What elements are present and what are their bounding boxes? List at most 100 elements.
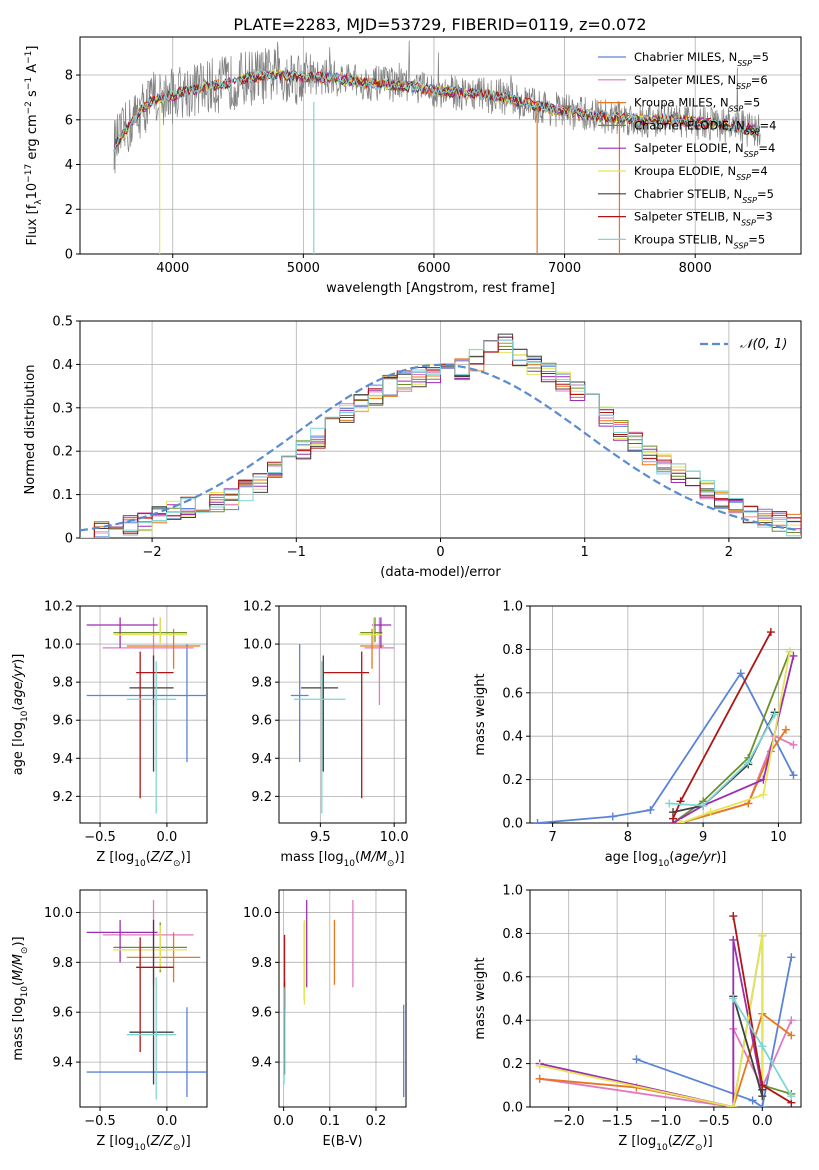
weight-marker-chabrier_miles (787, 953, 796, 962)
axes-frame (529, 605, 802, 824)
weight-marker-chabrier_miles (608, 812, 617, 821)
x-tick-label: 7000 (548, 261, 581, 276)
x-tick-label: 7 (548, 830, 556, 845)
x-tick-label: 6000 (417, 261, 450, 276)
y-tick-label: 1.0 (502, 600, 523, 615)
x-tick-label: 2 (725, 545, 733, 560)
axes-frame (278, 889, 407, 1108)
y-tick-label: 10.0 (243, 638, 272, 653)
weight-marker-salpeter_miles (789, 740, 798, 749)
legend-label-salpeter_elodie: Salpeter ELODIE, NSSP=4 (634, 141, 775, 159)
legend-label-kroupa_miles: Kroupa MILES, NSSP=5 (634, 96, 760, 114)
y-tick-label: 0.4 (502, 730, 523, 745)
weight-marker-kroupa_elodie (785, 647, 794, 656)
weight-marker-salpeter_stelib (758, 1081, 767, 1090)
legend-label-chabrier_stelib: Chabrier STELIB, NSSP=5 (634, 187, 774, 205)
y-tick-label: 0.4 (52, 358, 73, 373)
weight_vs_z-panel: −2.0 −1.5 −1.0 −0.5 0.0 0.0 0.2 0.4 0.6 0.8 1.0 Z [… (473, 884, 802, 1153)
y-tick-label: 9.6 (251, 714, 272, 729)
x-tick-label: −1.5 (601, 1114, 633, 1129)
y-axis-label: age [log10(age/yr)] (11, 654, 30, 776)
x-tick-label: 0.1 (319, 1114, 340, 1129)
y-tick-label: 2 (65, 203, 73, 218)
weight-marker-kroupa_stelib (787, 1092, 796, 1101)
x-tick-label: −1 (287, 545, 306, 560)
legend-label-salpeter_stelib: Salpeter STELIB, NSSP=3 (634, 210, 773, 228)
x-tick-label: 4000 (156, 261, 189, 276)
x-tick-label: −2 (143, 545, 162, 560)
weight-marker-kroupa_elodie (758, 931, 767, 940)
y-tick-label: 9.8 (251, 956, 272, 971)
weight-marker-kroupa_elodie (706, 808, 715, 817)
y-tick-label: 0.4 (502, 1014, 523, 1029)
x-tick-label: 9 (699, 830, 707, 845)
age_vs_mass-panel: 9.5 10.0 9.2 9.4 9.6 9.8 10.0 10.2 mass [log10(M… (243, 600, 409, 870)
weight_vs_age-panel: 7 8 9 10 0.0 0.2 0.4 0.6 0.8 1.0 age [log10(age/yr… (473, 600, 802, 869)
weight-marker-kroupa_stelib (770, 710, 779, 719)
y-tick-label: 4 (65, 158, 73, 173)
y-tick-label: 9.8 (52, 956, 73, 971)
weight-line-kroupa_elodie (680, 651, 791, 823)
y-tick-label: 0.2 (502, 1057, 523, 1072)
y-tick-label: 0.2 (502, 773, 523, 788)
axes-frame (79, 889, 208, 1108)
weight-marker-kroupa_miles (744, 799, 753, 808)
weight-line-kroupa_stelib (669, 714, 776, 807)
x-axis-label: Z [log10(Z/Z⊙)] (618, 1134, 712, 1153)
weight-marker-salpeter_elodie (729, 935, 738, 944)
axes-frame (278, 605, 407, 824)
weight-marker-chabrier_miles (632, 1055, 641, 1064)
x-tick-label: 0.0 (752, 1114, 773, 1129)
x-tick-label: 0.0 (157, 830, 178, 845)
y-tick-label: 9.6 (251, 1006, 272, 1021)
y-tick-label: 0 (65, 532, 73, 547)
weight-marker-chabrier_miles (533, 819, 542, 823)
x-tick-label: 10.0 (380, 830, 409, 845)
x-tick-label: 0.2 (366, 1114, 387, 1129)
figure-title: PLATE=2283, MJD=53729, FIBERID=0119, z=0… (233, 15, 646, 34)
y-tick-label: 1.0 (502, 884, 523, 899)
legend-label-chabrier_elodie: Chabrier ELODIE, NSSP=4 (634, 118, 776, 136)
weight-marker-chabrier_miles (736, 669, 745, 678)
y-tick-label: 10.0 (243, 906, 272, 921)
y-tick-label: 9.2 (251, 790, 272, 805)
y-tick-label: 0.8 (502, 927, 523, 942)
weight-marker-kroupa_miles (781, 725, 790, 734)
weight-line-chabrier_elodie (672, 651, 791, 823)
model-spectrum-kroupa_stelib (113, 70, 760, 153)
weight-marker-kroupa_stelib (729, 994, 738, 1003)
observed-spectrum (113, 40, 761, 174)
mass_vs_z-panel: −0.5 0.0 9.4 9.6 9.8 10.0 Z [log10(Z/Z⊙)] mass … (11, 889, 208, 1153)
y-tick-label: 10.0 (44, 638, 73, 653)
weight-marker-kroupa_stelib (699, 801, 708, 810)
x-tick-label: −0.5 (84, 830, 116, 845)
y-tick-label: 9.4 (52, 752, 73, 767)
y-tick-label: 8 (65, 69, 73, 84)
y-tick-label: 0.8 (502, 643, 523, 658)
x-tick-label: 0.0 (157, 1114, 178, 1129)
y-tick-label: 0.1 (52, 488, 73, 503)
weight-marker-kroupa_stelib (744, 758, 753, 767)
y-tick-label: 9.2 (52, 790, 73, 805)
weight-marker-salpeter_stelib (766, 628, 775, 637)
y-tick-label: 0.5 (52, 315, 73, 330)
weight-marker-chabrier_miles (646, 805, 655, 814)
weight-marker-salpeter_stelib (729, 912, 738, 921)
spectrum-panel: 4000 5000 6000 7000 8000 0 2 4 6 8 wavelength [Ang… (24, 36, 802, 296)
weight-line-kroupa_miles (539, 1012, 792, 1107)
spectrum-legend: Chabrier MILES, NSSP=5 Salpeter MILES, NS… (598, 50, 776, 250)
x-axis-label: Z [log10(Z/Z⊙)] (96, 850, 190, 869)
weight-marker-salpeter_miles (787, 1016, 796, 1025)
weight-marker-salpeter_stelib (669, 814, 678, 823)
y-tick-label: 9.8 (52, 676, 73, 691)
legend-label-chabrier_miles: Chabrier MILES, NSSP=5 (634, 50, 769, 68)
x-axis-label: E(B-V) (322, 1134, 362, 1149)
weight-line-kroupa_miles (680, 729, 787, 823)
legend-label-salpeter_miles: Salpeter MILES, NSSP=6 (634, 73, 768, 91)
axes-frame (79, 605, 208, 824)
y-tick-label: 9.6 (52, 714, 73, 729)
x-axis-label: age [log10(age/yr)] (605, 850, 727, 869)
weight-marker-kroupa_elodie (759, 790, 768, 799)
age_vs_z-panel: −0.5 0.0 9.2 9.4 9.6 9.8 10.0 10.2 Z [log10(Z/Z⊙… (11, 600, 208, 869)
